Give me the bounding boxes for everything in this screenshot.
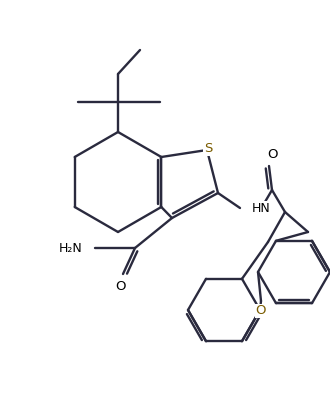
Text: O: O — [267, 149, 277, 162]
Text: H₂N: H₂N — [59, 242, 83, 255]
Text: O: O — [256, 305, 266, 318]
Text: O: O — [116, 280, 126, 292]
Text: S: S — [204, 143, 212, 156]
Text: HN: HN — [252, 202, 271, 215]
